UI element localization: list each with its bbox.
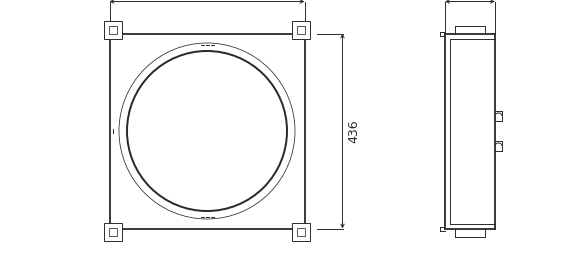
Text: 436: 436 (347, 119, 361, 143)
Bar (297, 228, 305, 236)
Bar (104, 223, 122, 241)
Bar (292, 21, 310, 39)
Bar (109, 26, 117, 34)
Bar (109, 228, 117, 236)
Bar (104, 21, 122, 39)
Bar (292, 223, 310, 241)
Bar (297, 26, 305, 34)
